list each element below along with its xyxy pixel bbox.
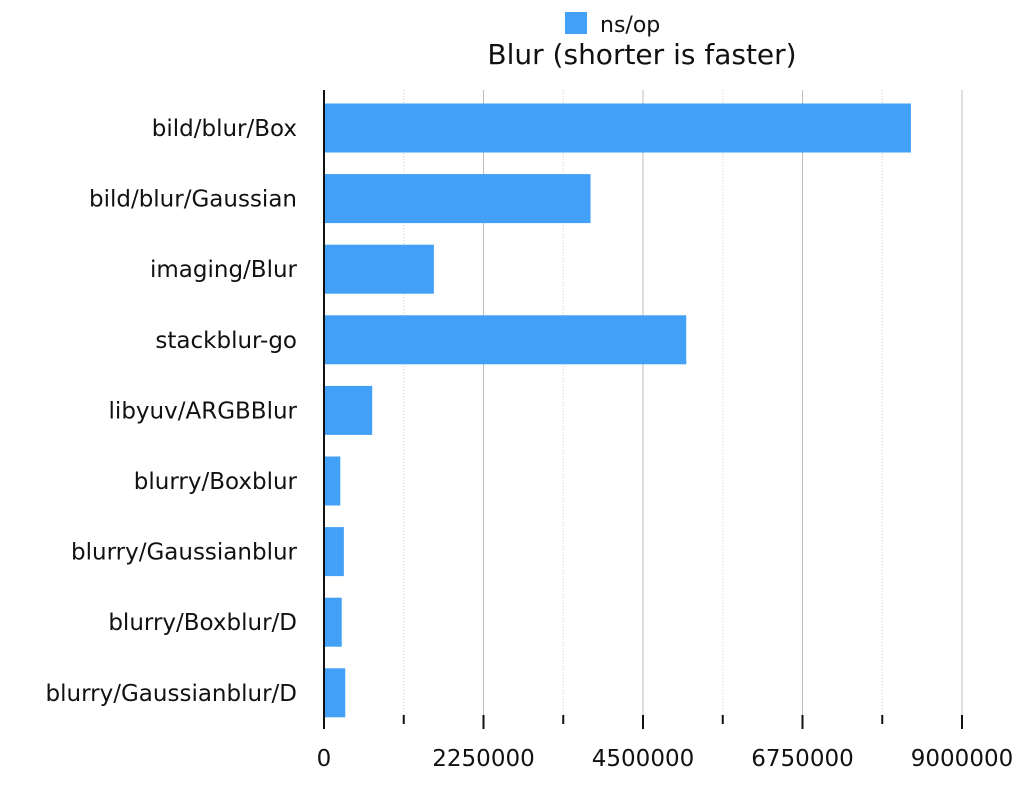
bar <box>324 385 373 435</box>
category-label: blurry/Boxblur <box>134 469 298 495</box>
bar <box>324 597 342 647</box>
legend: ns/op <box>565 12 660 38</box>
category-label: bild/blur/Gaussian <box>89 187 297 213</box>
category-label: blurry/Boxblur/D <box>108 610 297 636</box>
category-label: imaging/Blur <box>150 257 298 283</box>
bar <box>324 527 344 577</box>
category-label: bild/blur/Box <box>152 116 297 142</box>
x-tick-label: 9000000 <box>911 746 1013 772</box>
category-labels: bild/blur/Box bild/blur/Gaussian imaging/B… <box>46 116 298 707</box>
chart-title: Blur (shorter is faster) <box>487 38 796 71</box>
bar <box>324 315 687 365</box>
axes <box>323 90 963 729</box>
bar <box>324 244 434 294</box>
bar <box>324 174 591 224</box>
x-tick-label: 6750000 <box>751 746 853 772</box>
category-label: blurry/Gaussianblur <box>71 540 298 566</box>
x-tick-labels: 0 2250000 4500000 6750000 9000000 <box>317 746 1014 772</box>
bars <box>324 103 911 718</box>
x-tick-label: 2250000 <box>432 746 534 772</box>
x-tick-label: 0 <box>317 746 332 772</box>
x-tick-label: 4500000 <box>592 746 694 772</box>
legend-swatch <box>565 12 587 34</box>
legend-label: ns/op <box>600 13 660 38</box>
bar <box>324 456 341 506</box>
category-label: libyuv/ARGBBlur <box>109 398 298 424</box>
bar <box>324 103 911 153</box>
category-label: blurry/Gaussianblur/D <box>46 681 297 707</box>
grid <box>403 90 963 715</box>
bar <box>324 668 346 718</box>
category-label: stackblur-go <box>155 328 297 354</box>
